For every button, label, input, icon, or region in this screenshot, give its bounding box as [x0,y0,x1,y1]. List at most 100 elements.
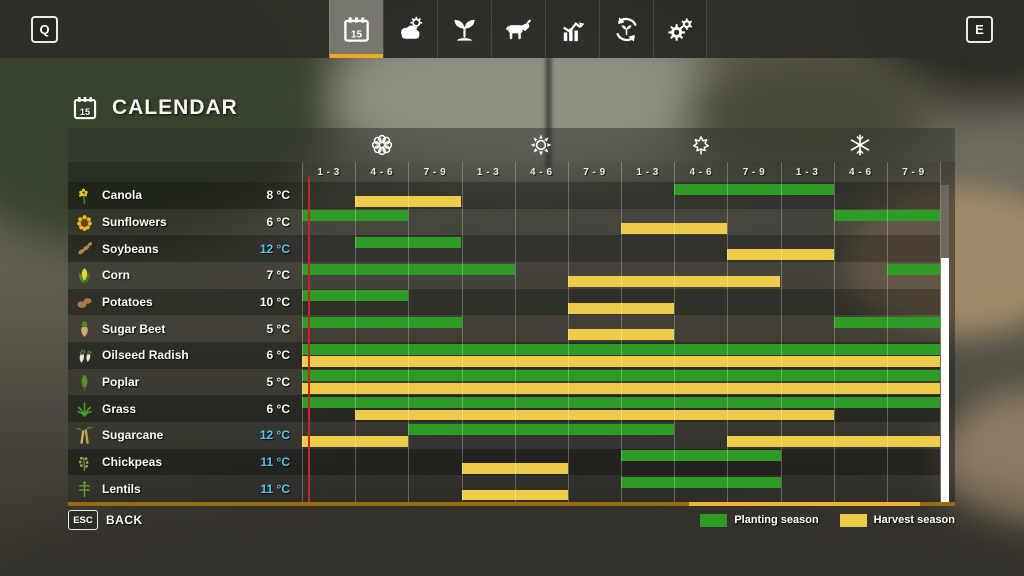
page-title-label: CALENDAR [112,96,238,119]
season-legend: Planting season Harvest season [686,513,955,527]
legend-label: Planting season [734,514,819,526]
harvest-season-bar [621,222,728,234]
crop-season-grid [302,395,940,422]
soybeans-icon [75,239,94,258]
tab-weather[interactable] [383,0,437,58]
legend-item-planting: Planting season [700,513,819,527]
key-hint-e: E [966,16,993,43]
vertical-scrollbar-thumb[interactable] [941,258,949,502]
crop-name-cell: Oilseed Radish 6 °C [68,342,302,369]
period-label-winter: 7 - 9 [902,166,925,178]
tab-rotation[interactable] [599,0,653,58]
key-hint-q: Q [31,16,58,43]
crop-germination-temp: 12 °C [259,241,290,256]
crop-name: Sunflowers [102,215,167,229]
harvest-season-bar [302,382,940,394]
crop-row-sunflowers: Sunflowers 6 °C [68,209,940,236]
scene-lamp-post [546,38,551,168]
crop-season-grid [302,422,940,449]
crop-row-oilseed-radish: Oilseed Radish 6 °C [68,342,940,369]
crop-row-poplar: Poplar 5 °C [68,369,940,396]
planting-season-bar [621,476,781,488]
chickpeas-icon [75,453,94,472]
crop-name-cell: Sunflowers 6 °C [68,209,302,236]
horizontal-scrollbar[interactable] [68,502,955,506]
back-button[interactable]: ESC BACK [68,510,143,530]
sugar-beet-icon [75,319,94,338]
key-hint-e-label: E [975,22,984,37]
vertical-scrollbar[interactable] [941,185,949,502]
planting-swatch [700,513,728,527]
crop-season-grid [302,475,940,502]
key-hint-q-label: Q [39,22,50,37]
planting-season-bar [302,210,409,222]
crop-name: Corn [102,268,130,283]
crop-season-grid [302,235,940,262]
period-label-autumn: 1 - 3 [636,166,659,178]
summer-sun-icon [528,132,554,158]
settings-icon [665,14,696,45]
calendar-panel: 1 - 3 4 - 6 7 - 9 1 - 3 4 - 6 7 - 9 1 - 3 4 - 6… [68,128,955,506]
crop-row-lentils: Lentils 11 °C [68,475,940,502]
planting-season-bar [302,396,940,408]
crop-season-grid [302,262,940,289]
period-header: 1 - 3 4 - 6 7 - 9 1 - 3 4 - 6 7 - 9 1 - 3 4 - 6… [302,162,940,182]
tab-settings[interactable] [653,0,707,58]
crop-name-cell: Sugarcane 12 °C [68,422,302,449]
planting-season-bar [302,316,462,328]
top-tabs: 15 [329,0,707,58]
spring-flower-icon [369,132,395,158]
legend-label: Harvest season [873,514,955,526]
crop-germination-temp: 6 °C [266,348,290,363]
crop-name: Sugarcane [102,428,164,443]
winter-snowflake-icon [847,132,873,158]
tab-animals[interactable] [491,0,545,58]
horizontal-scrollbar-thumb[interactable] [688,502,920,506]
period-label-summer: 4 - 6 [530,166,553,178]
crop-table: Canola 8 °C Sunflowers 6 °C Soybeans 12 °C Cor… [68,182,940,502]
crop-season-grid [302,369,940,396]
crop-name: Grass [102,401,137,416]
crop-name: Chickpeas [102,455,163,470]
crop-season-grid [302,182,940,209]
rotation-icon [611,14,642,45]
planting-season-bar [833,210,940,222]
planting-season-bar [302,263,515,275]
crop-season-grid [302,289,940,316]
harvest-season-bar [727,436,940,448]
tab-calendar[interactable]: 15 [329,0,383,58]
crop-name: Canola [102,188,143,203]
lentils-icon [75,479,94,498]
svg-text:15: 15 [80,107,90,117]
period-label-summer: 1 - 3 [476,166,500,178]
finances-icon [557,14,588,45]
tab-finances[interactable] [545,0,599,58]
planting-season-bar [833,316,940,328]
autumn-leaf-icon [688,132,714,158]
crop-name-cell: Canola 8 °C [68,182,302,209]
key-hint-esc: ESC [68,510,98,530]
harvest-season-bar [567,302,675,314]
tab-crops[interactable] [437,0,491,58]
back-label: BACK [106,513,143,527]
sunflowers-icon [75,213,94,232]
harvest-season-bar [302,436,409,448]
crop-germination-temp: 6 °C [266,401,290,416]
harvest-swatch [839,513,867,527]
crop-name: Lentils [102,481,141,496]
crop-name-cell: Soybeans 12 °C [68,235,302,262]
season-header [68,128,955,162]
period-label-autumn: 4 - 6 [689,166,713,178]
period-label-summer: 7 - 9 [583,166,606,178]
crop-germination-temp: 11 °C [260,481,290,496]
crop-name-cell: Grass 6 °C [68,395,302,422]
period-label-autumn: 7 - 9 [742,166,766,178]
crop-germination-temp: 10 °C [259,295,290,310]
harvest-season-bar [567,276,781,288]
crop-row-chickpeas: Chickpeas 11 °C [68,448,940,476]
crop-name: Oilseed Radish [102,348,189,363]
crop-germination-temp: 8 °C [266,188,290,203]
planting-season-bar [302,290,409,302]
period-label-spring: 7 - 9 [423,166,447,178]
crop-row-soybeans: Soybeans 12 °C [68,235,940,263]
